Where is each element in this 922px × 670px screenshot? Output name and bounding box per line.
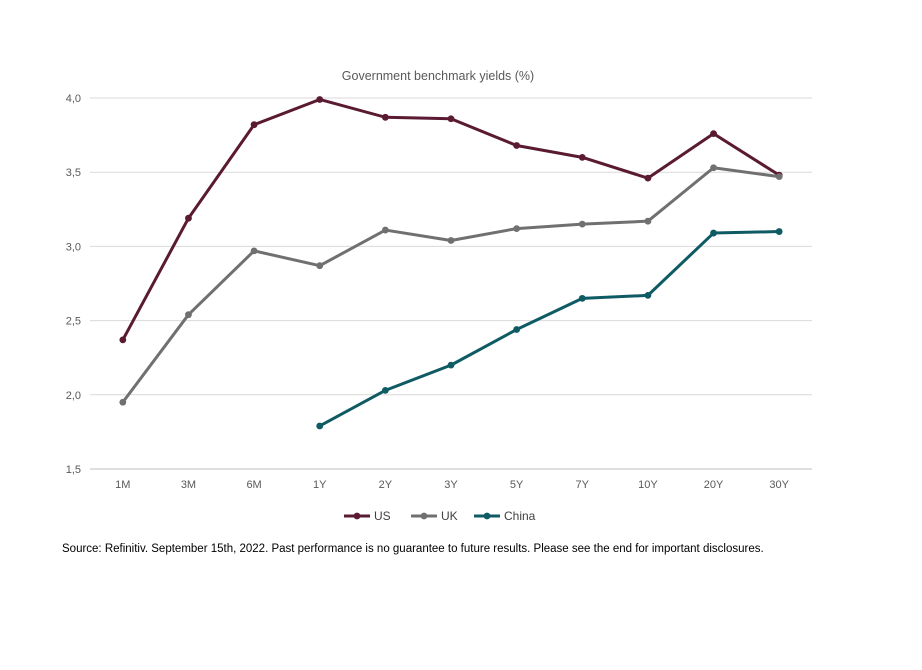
- y-tick-label: 4,0: [66, 93, 81, 105]
- legend-item-uk: UK: [411, 509, 458, 523]
- data-point-us: [316, 96, 324, 103]
- series-china: [316, 228, 783, 430]
- data-point-us: [119, 336, 127, 344]
- data-point-uk: [644, 217, 652, 225]
- series-uk: [119, 164, 783, 406]
- y-tick-label: 3,5: [66, 167, 81, 179]
- data-point-us: [578, 153, 586, 161]
- data-point-uk: [250, 247, 258, 255]
- y-tick-label: 1,5: [66, 464, 81, 476]
- legend-marker-uk: [420, 512, 428, 520]
- series-us: [119, 96, 783, 344]
- x-tick-label: 3M: [181, 479, 196, 491]
- y-axis-ticks: 1,5 2,0 2,5 3,0 3,5 4,0: [66, 93, 81, 476]
- data-point-uk: [710, 164, 717, 172]
- legend-label-us: US: [374, 509, 391, 523]
- x-tick-label: 1M: [115, 479, 130, 491]
- data-point-china: [381, 386, 389, 394]
- x-tick-label: 7Y: [576, 479, 590, 491]
- data-point-uk: [775, 173, 783, 181]
- x-axis-ticks: 1M 3M 6M 1Y 2Y 3Y 5Y 7Y 10Y 20Y 30Y: [115, 479, 789, 491]
- data-point-china: [775, 228, 783, 235]
- legend-label-china: China: [504, 509, 536, 523]
- gridlines: [90, 97, 812, 470]
- x-tick-label: 6M: [246, 479, 261, 491]
- data-point-uk: [447, 237, 455, 244]
- y-tick-label: 2,0: [66, 390, 81, 402]
- data-point-uk: [381, 226, 389, 234]
- x-tick-label: 5Y: [510, 479, 524, 491]
- series-line-china: [318, 230, 781, 428]
- data-point-us: [513, 142, 521, 149]
- chart-title: Government benchmark yields (%): [342, 69, 534, 83]
- legend-label-uk: UK: [441, 509, 458, 523]
- legend-marker-us: [353, 512, 361, 520]
- data-point-uk: [119, 398, 127, 406]
- data-point-china: [316, 422, 324, 430]
- data-point-us: [185, 214, 192, 222]
- data-point-uk: [513, 225, 521, 232]
- source-footnote: Source: Refinitiv. September 15th, 2022.…: [62, 543, 764, 555]
- legend-marker-china: [483, 512, 491, 520]
- data-point-us: [381, 113, 389, 121]
- data-point-us: [644, 174, 652, 182]
- data-point-uk: [316, 262, 324, 270]
- data-point-china: [447, 361, 455, 369]
- legend: US UK China: [344, 509, 536, 523]
- y-tick-label: 3,0: [66, 241, 81, 253]
- x-tick-label: 1Y: [313, 479, 327, 491]
- data-point-china: [513, 326, 521, 333]
- x-tick-label: 20Y: [704, 479, 724, 491]
- data-point-us: [710, 130, 717, 138]
- x-tick-label: 3Y: [444, 479, 458, 491]
- data-point-uk: [185, 311, 192, 319]
- x-tick-label: 30Y: [769, 479, 789, 491]
- legend-item-china: China: [474, 509, 536, 523]
- y-tick-label: 2,5: [66, 316, 81, 328]
- data-point-us: [250, 121, 258, 129]
- series-line-us: [121, 97, 781, 342]
- x-tick-label: 2Y: [379, 479, 393, 491]
- series-lines: [119, 96, 783, 430]
- data-point-us: [447, 115, 455, 123]
- x-tick-label: 10Y: [638, 479, 658, 491]
- data-point-uk: [578, 220, 586, 228]
- data-point-china: [644, 291, 652, 299]
- legend-item-us: US: [344, 509, 391, 523]
- data-point-china: [710, 229, 717, 237]
- data-point-china: [578, 294, 586, 302]
